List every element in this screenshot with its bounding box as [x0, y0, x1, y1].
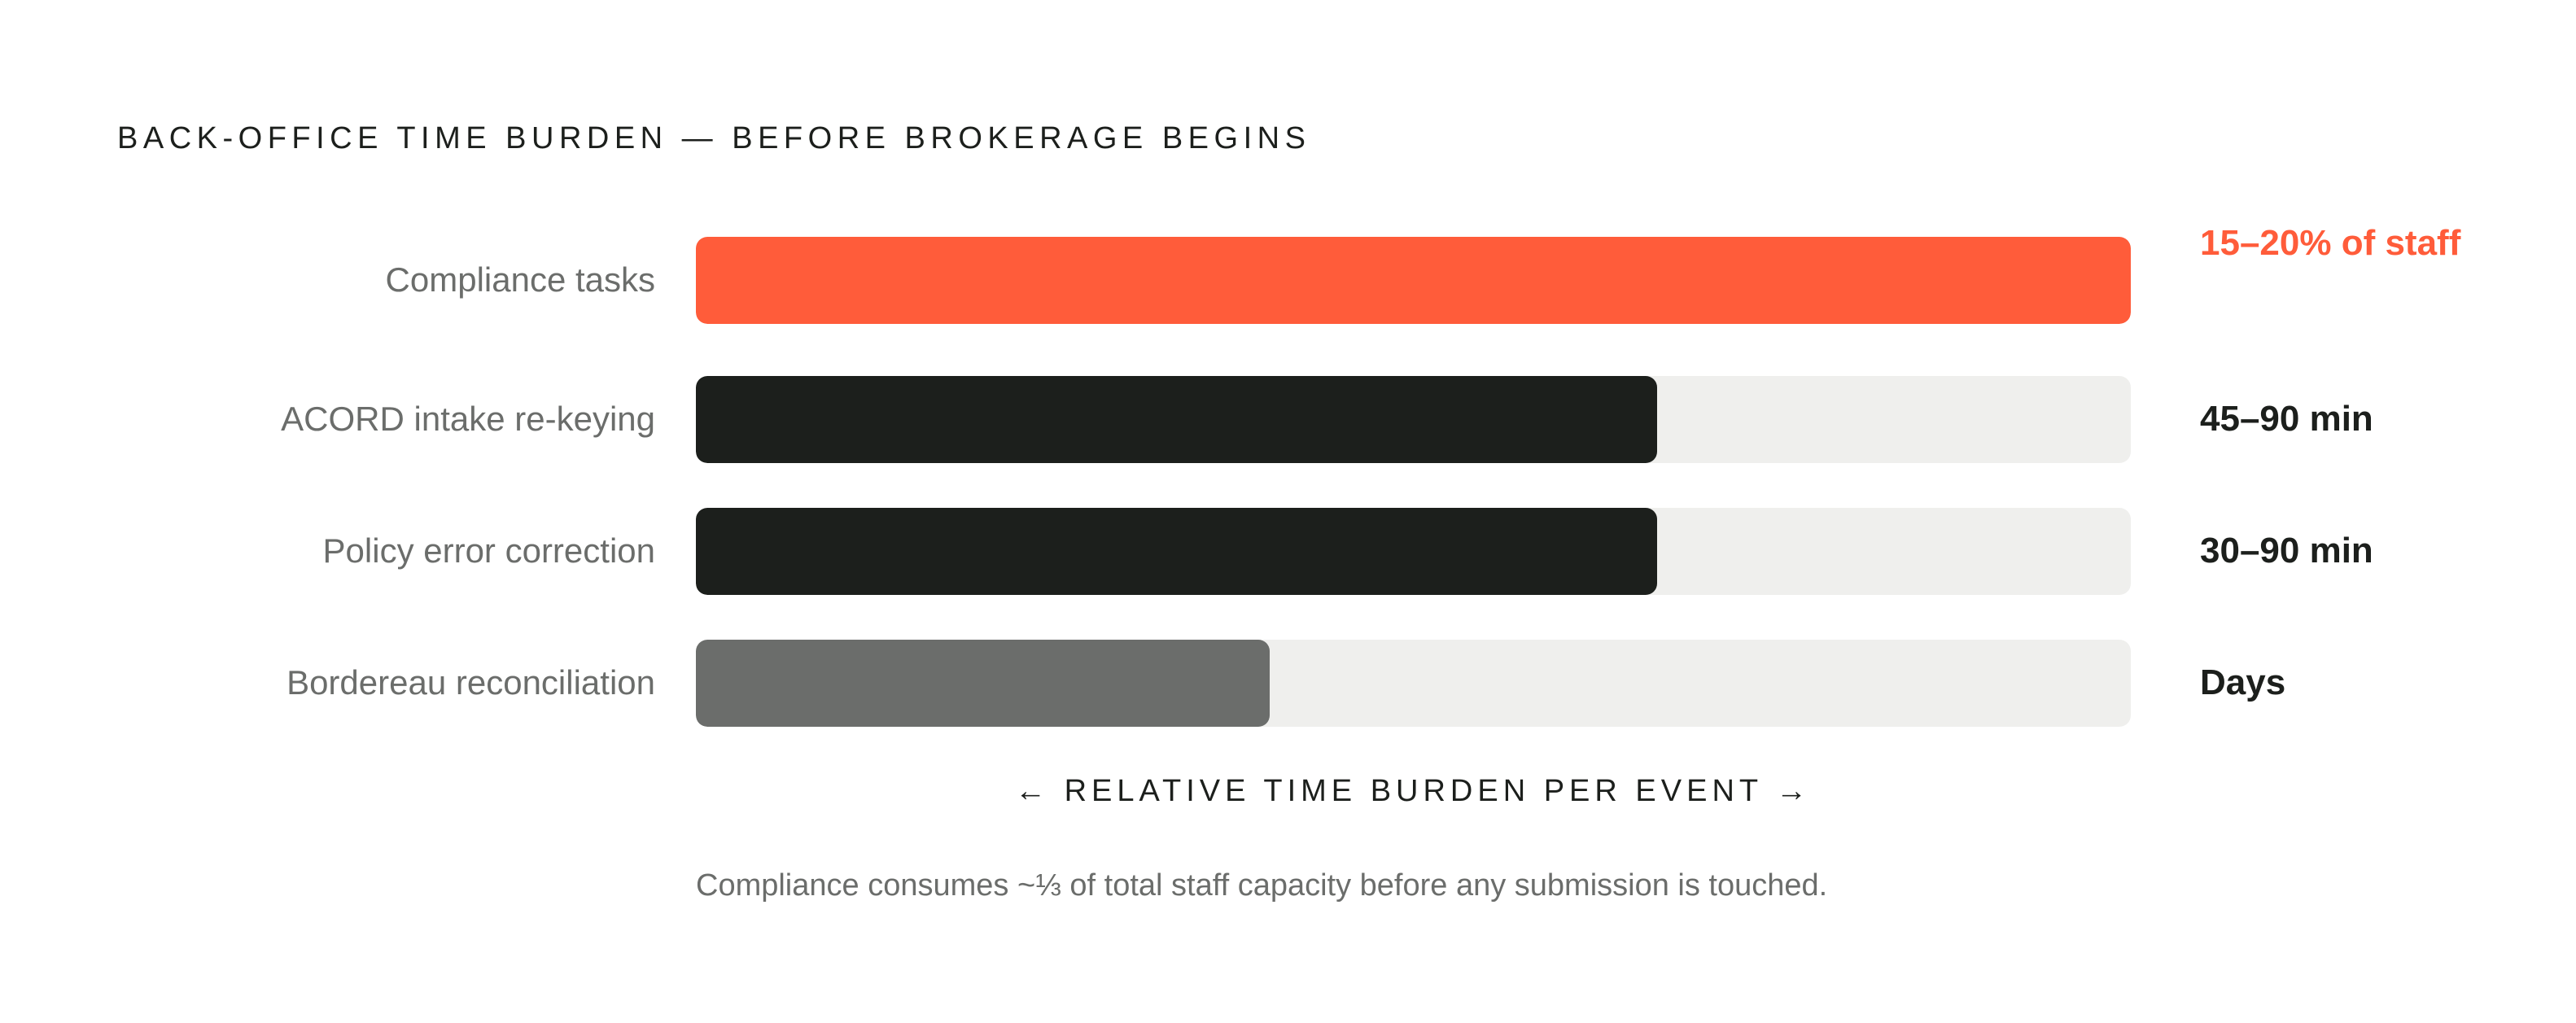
bar-category-label: ACORD intake re-keying	[281, 400, 655, 438]
bar-category-label: Bordereau reconciliation	[286, 663, 655, 702]
bar-value-label: 15–20% of staff	[2200, 223, 2461, 263]
chart-title: BACK-OFFICE TIME BURDEN — BEFORE BROKERA…	[117, 121, 1311, 155]
bar-value-label: 30–90 min	[2200, 531, 2373, 571]
bar	[696, 508, 1657, 595]
bar-track	[696, 237, 2131, 324]
bar-track	[696, 508, 2131, 595]
bar-track	[696, 640, 2131, 727]
x-axis-label: ← RELATIVE TIME BURDEN PER EVENT →	[1015, 774, 1812, 808]
bar-category-label: Compliance tasks	[385, 260, 655, 299]
bar-category-label: Policy error correction	[322, 531, 655, 570]
bar	[696, 376, 1657, 463]
chart-footnote: Compliance consumes ~⅓ of total staff ca…	[696, 868, 1828, 903]
bar-track	[696, 376, 2131, 463]
bar-value-label: 45–90 min	[2200, 399, 2373, 439]
bar-value-label: Days	[2200, 662, 2286, 702]
bar	[696, 640, 1270, 727]
bar	[696, 237, 2131, 324]
